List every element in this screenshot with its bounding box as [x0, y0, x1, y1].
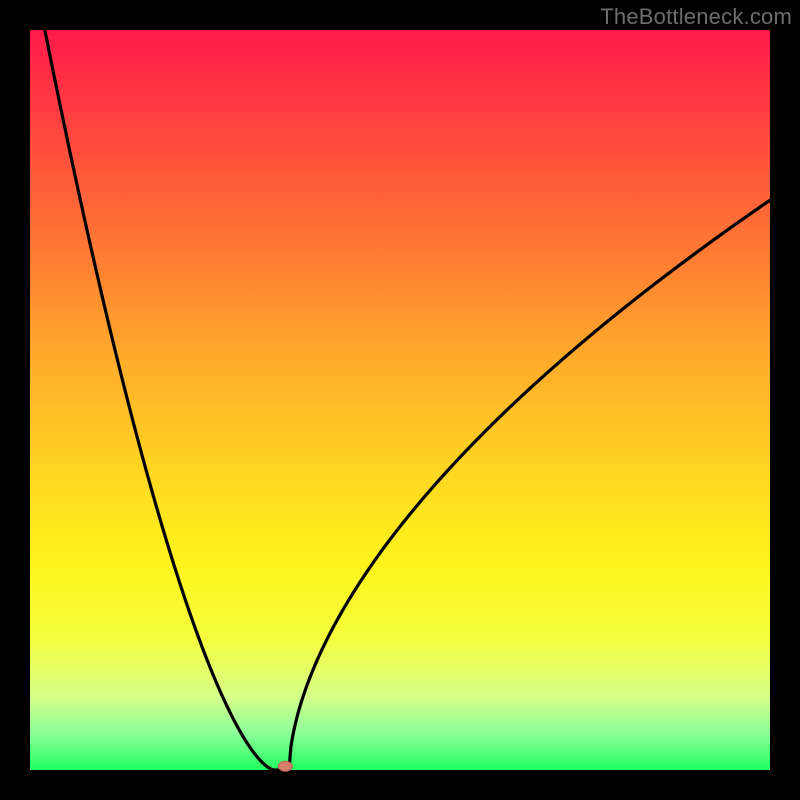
optimal-point-marker: [278, 761, 292, 771]
watermark-text: TheBottleneck.com: [600, 4, 792, 30]
plot-gradient-background: [30, 30, 770, 770]
